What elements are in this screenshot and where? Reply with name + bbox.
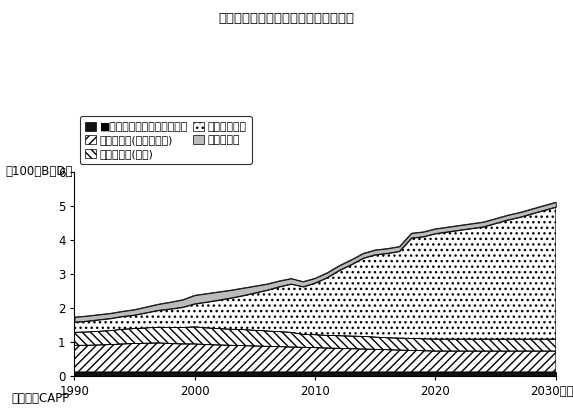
- Legend: ■ペンタン／コンデンセート, 回在型石油(軽質・中質), 回在型石油(重質), オイルサンド, カナダ東部: ■ペンタン／コンデンセート, 回在型石油(軽質・中質), 回在型石油(重質), …: [80, 116, 252, 164]
- Text: （出所）CAPP: （出所）CAPP: [11, 392, 70, 405]
- Text: 図　カナダ原油生産量の実績と見通し: 図 カナダ原油生産量の実績と見通し: [218, 12, 355, 25]
- Text: （100万B／D）: （100万B／D）: [6, 165, 73, 178]
